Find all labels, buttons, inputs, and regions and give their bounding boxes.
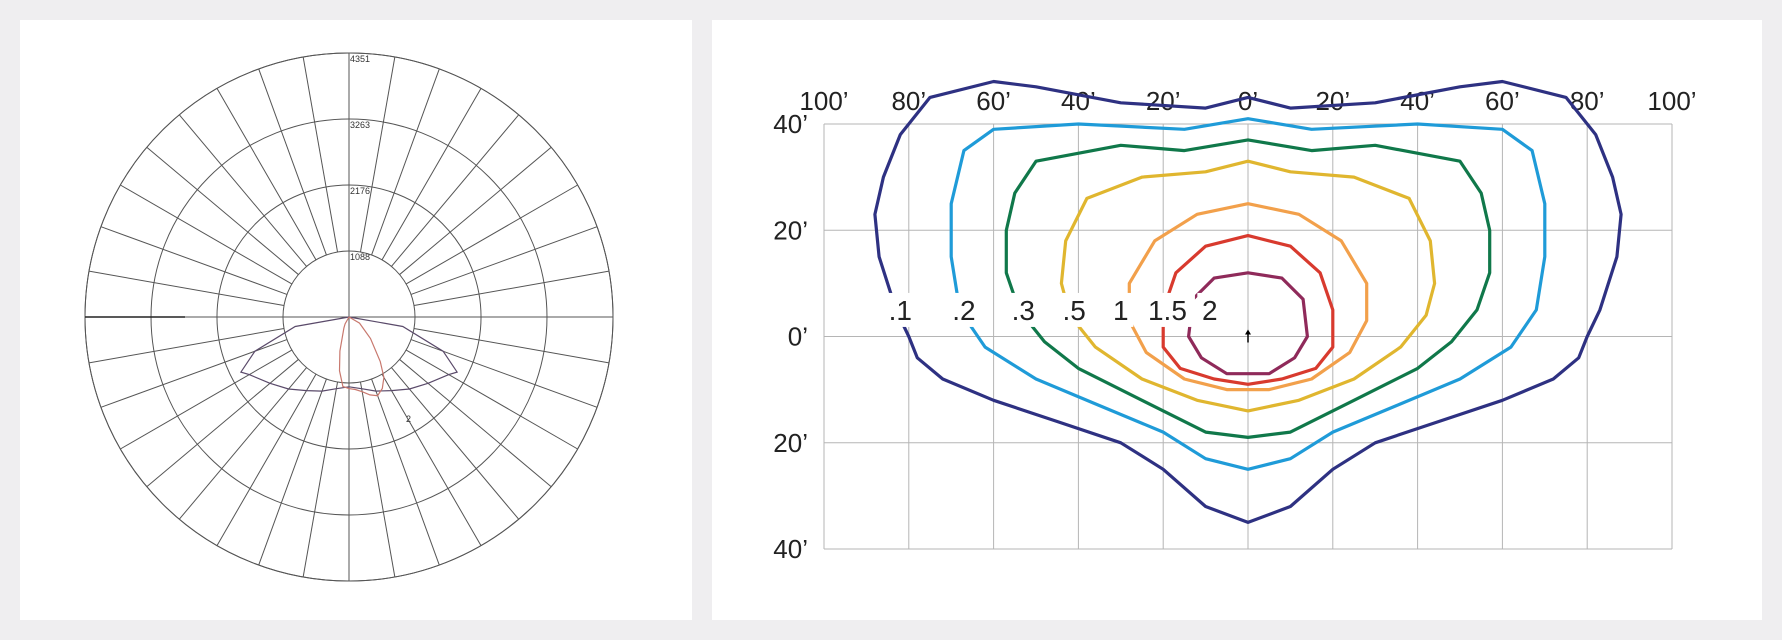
polar-spoke-60	[381, 373, 482, 546]
polar-chart-panel: 1088 2176 3263 4351 2	[20, 20, 692, 620]
contour-label-2: .2	[952, 295, 975, 326]
polar-tick-label-4: 4351	[350, 54, 370, 64]
isofootcandle-chart-panel: 100’ 80’ 60’ 40’ 20’ 0’ 20’ 40’ 60’ 80’ 100’ 40’ 20’…	[712, 20, 1762, 620]
polar-spoke-30	[405, 349, 578, 450]
polar-spoke-200	[100, 226, 288, 295]
polar-tick-label-1: 1088	[350, 252, 370, 262]
polar-spoke-110	[258, 378, 327, 566]
polar-spoke-220	[146, 146, 299, 275]
polar-spoke-260	[302, 56, 339, 253]
polar-tick-label-2: 2176	[350, 186, 370, 196]
contour-line-2	[949, 117, 1547, 471]
polar-spoke-320	[399, 146, 552, 275]
polar-spoke-350	[413, 270, 610, 307]
contour-label-bg-1	[880, 292, 921, 327]
polar-tick-label-3: 3263	[350, 120, 370, 130]
polar-spoke-290	[371, 68, 440, 256]
polar-spoke-120	[216, 373, 317, 546]
contour-line-1	[873, 79, 1623, 524]
x-tick-label-5: 0’	[1238, 86, 1258, 116]
polar-spoke-140	[146, 359, 299, 488]
contour-line-6	[1161, 234, 1335, 386]
polar-curve-label: 2	[406, 414, 411, 424]
contour-line-4	[1059, 159, 1437, 413]
x-tick-label-9: 80’	[1570, 86, 1605, 116]
polar-spoke-330	[405, 184, 578, 285]
contour-label-4: .5	[1062, 295, 1085, 326]
x-tick-label-0: 100’	[799, 86, 848, 116]
y-tick-label-1: 20’	[773, 215, 808, 245]
contour-label-3: .3	[1012, 295, 1035, 326]
y-tick-label-2: 0’	[788, 322, 808, 352]
polar-spoke-130	[178, 367, 307, 520]
polar-spoke-210	[120, 184, 293, 285]
contour-line-5	[1127, 202, 1369, 392]
isofootcandle-contour-chart: 100’ 80’ 60’ 40’ 20’ 0’ 20’ 40’ 60’ 80’ 100’40’20’…	[773, 79, 1697, 564]
contour-label-bg-6	[1139, 292, 1195, 327]
y-tick-label-4: 40’	[773, 534, 808, 564]
polar-candela-chart: 1088 2176 3263 4351 2	[84, 52, 614, 582]
x-tick-label-8: 60’	[1485, 86, 1520, 116]
polar-spoke-40	[399, 359, 552, 488]
polar-spoke-250	[258, 68, 327, 256]
polar-spoke-70	[371, 378, 440, 566]
fixture-marker-arrowhead	[1245, 329, 1251, 335]
x-tick-label-2: 60’	[976, 86, 1011, 116]
contour-label-bg-2	[943, 292, 984, 327]
polar-series-curve-2	[338, 316, 385, 397]
polar-spoke-300	[381, 88, 482, 261]
polar-series-curve-1	[239, 316, 459, 392]
polar-spoke-150	[120, 349, 293, 450]
x-tick-label-10: 100’	[1647, 86, 1696, 116]
x-tick-label-7: 40’	[1400, 86, 1435, 116]
polar-spoke-280	[359, 56, 396, 253]
polar-spoke-100	[302, 381, 339, 578]
polar-spoke-190	[88, 270, 285, 307]
polar-spoke-50	[391, 367, 520, 520]
contour-label-6: 1.5	[1148, 295, 1187, 326]
x-tick-label-4: 20’	[1146, 86, 1181, 116]
polar-spoke-310	[391, 114, 520, 267]
polar-spoke-160	[100, 339, 288, 408]
contour-label-bg-5	[1108, 292, 1134, 327]
polar-spoke-340	[410, 226, 598, 295]
contour-label-bg-4	[1054, 292, 1095, 327]
polar-spoke-10	[413, 327, 610, 364]
polar-spoke-230	[178, 114, 307, 267]
polar-spoke-240	[216, 88, 317, 261]
contour-label-1: .1	[889, 295, 912, 326]
contour-label-bg-7	[1197, 292, 1223, 327]
x-tick-label-6: 20’	[1315, 86, 1350, 116]
contour-label-bg-3	[1003, 292, 1044, 327]
polar-spoke-20	[410, 339, 598, 408]
contour-label-5: 1	[1113, 295, 1129, 326]
y-tick-label-0: 40’	[773, 109, 808, 139]
contour-label-7: 2	[1202, 295, 1218, 326]
polar-spoke-170	[88, 327, 285, 364]
polar-spoke-80	[359, 381, 396, 578]
x-tick-label-3: 40’	[1061, 86, 1096, 116]
contour-line-3	[1004, 138, 1492, 439]
y-tick-label-3: 20’	[773, 428, 808, 458]
x-tick-label-1: 80’	[891, 86, 926, 116]
